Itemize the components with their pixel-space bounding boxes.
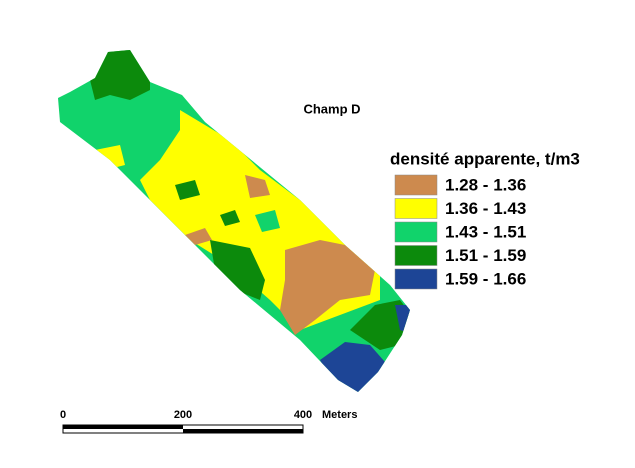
map-title: Champ D	[303, 101, 360, 116]
scale-segment	[183, 429, 303, 433]
field-map	[58, 50, 410, 392]
scale-tick-label: 0	[60, 409, 66, 421]
legend-swatch	[394, 245, 438, 266]
zone	[245, 175, 270, 198]
zone	[210, 240, 265, 300]
legend-swatch	[394, 198, 438, 219]
zone	[395, 305, 410, 335]
legend-label: 1.59 - 1.66	[445, 269, 526, 288]
legend-label: 1.51 - 1.59	[445, 246, 526, 265]
zone	[255, 210, 280, 232]
legend-swatch	[394, 221, 438, 243]
zone	[280, 240, 375, 335]
zone	[175, 180, 200, 200]
legend-swatch	[394, 174, 438, 196]
legend: 1.28 - 1.36 1.36 - 1.43 1.43 - 1.51 1.51 - …	[394, 174, 526, 290]
legend-label: 1.28 - 1.36	[445, 175, 526, 194]
legend-label: 1.36 - 1.43	[445, 199, 526, 218]
legend-swatch	[394, 268, 438, 290]
legend-title: densité apparente, t/m3	[390, 149, 580, 168]
scale-tick-label: 200	[174, 409, 192, 421]
zone	[220, 210, 240, 226]
scale-bar: 0 200 400 Meters	[60, 409, 357, 434]
scale-unit: Meters	[322, 409, 357, 421]
zone	[185, 228, 212, 245]
legend-label: 1.43 - 1.51	[445, 222, 526, 241]
scale-tick-label: 400	[294, 409, 312, 421]
scale-segment	[63, 425, 183, 429]
zone	[90, 50, 150, 100]
